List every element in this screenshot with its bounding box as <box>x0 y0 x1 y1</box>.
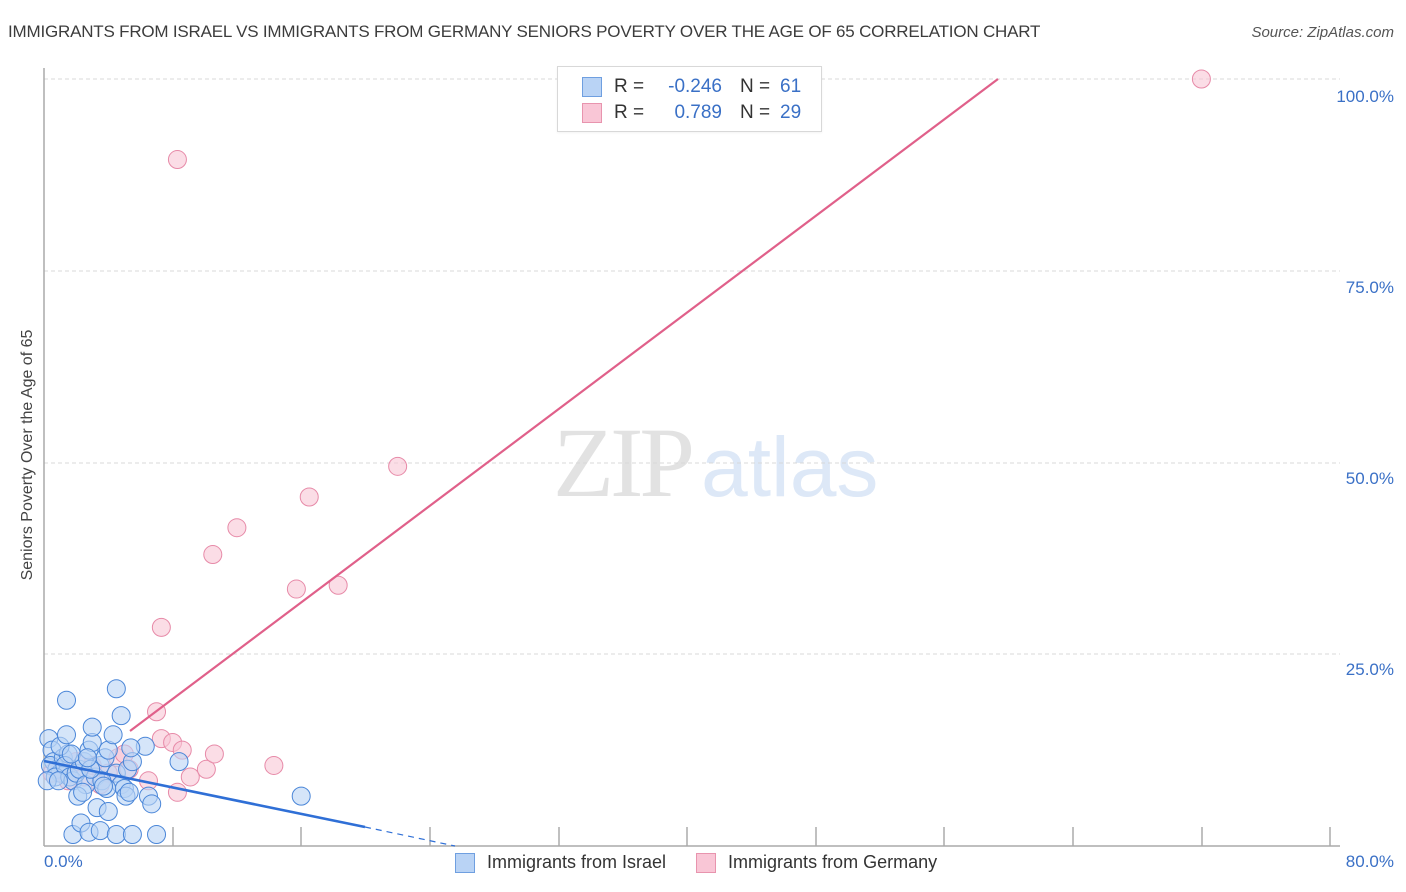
series-legend: Immigrants from Israel Immigrants from G… <box>455 852 967 873</box>
y-tick-75: 75.0% <box>1345 278 1394 297</box>
data-point <box>103 725 123 745</box>
israel-swatch-icon <box>455 852 475 873</box>
data-point <box>106 679 126 699</box>
data-point <box>167 150 187 170</box>
gridlines <box>44 78 1340 655</box>
x-tick-80: 80.0% <box>1345 852 1394 871</box>
source-label: Source: ZipAtlas.com <box>1251 24 1394 41</box>
germany-swatch-icon <box>582 103 602 123</box>
r-value: 0.789 <box>674 102 722 123</box>
data-point <box>142 794 162 814</box>
data-point <box>147 824 167 844</box>
data-point <box>169 752 189 772</box>
legend-label-germany: Immigrants from Germany <box>728 852 938 872</box>
data-point <box>98 801 118 821</box>
data-point <box>264 755 284 775</box>
germany-swatch-icon <box>696 852 717 873</box>
israel-trendline <box>43 759 366 829</box>
r-label: R = <box>614 76 645 97</box>
y-axis-label: Seniors Poverty Over the Age of 65 <box>19 329 36 581</box>
data-point <box>61 744 81 764</box>
germany-trendline <box>129 78 999 732</box>
x-tick-0: 0.0% <box>44 852 83 871</box>
legend-item-israel[interactable]: Immigrants from Israel <box>455 852 666 873</box>
n-value: 61 <box>780 76 802 97</box>
legend-label-israel: Immigrants from Israel <box>487 852 667 872</box>
n-label: N = <box>740 102 771 123</box>
germany-points <box>42 69 1211 802</box>
data-point <box>57 690 77 710</box>
data-point <box>121 738 141 758</box>
stats-legend: R = -0.246 N = 61 R = 0.789 N = 29 <box>557 66 822 132</box>
n-label: N = <box>740 76 771 97</box>
data-point <box>328 575 348 595</box>
israel-points <box>37 679 311 844</box>
n-value: 29 <box>780 102 802 123</box>
data-point <box>77 748 97 768</box>
data-point <box>111 706 131 726</box>
data-point <box>286 579 306 599</box>
data-point <box>106 824 126 844</box>
data-point <box>151 617 171 637</box>
legend-row-germany: R = 0.789 N = 29 <box>582 100 801 126</box>
data-point <box>227 518 247 538</box>
y-tick-50: 50.0% <box>1345 469 1394 488</box>
legend-item-germany[interactable]: Immigrants from Germany <box>696 852 937 873</box>
data-point <box>119 782 139 802</box>
data-point <box>388 456 408 476</box>
data-point <box>90 821 110 841</box>
data-point <box>180 767 200 787</box>
data-point <box>82 717 102 737</box>
data-point <box>204 744 224 764</box>
y-tick-25: 25.0% <box>1345 660 1394 679</box>
r-value: -0.246 <box>668 76 722 97</box>
data-point <box>196 759 216 779</box>
r-label: R = <box>614 102 645 123</box>
data-point <box>299 487 319 507</box>
y-tick-100: 100.0% <box>1336 87 1394 106</box>
data-point <box>203 545 223 565</box>
chart-title: IMMIGRANTS FROM ISRAEL VS IMMIGRANTS FRO… <box>8 22 1041 41</box>
israel-swatch-icon <box>582 77 602 97</box>
data-point <box>93 776 113 796</box>
legend-row-israel: R = -0.246 N = 61 <box>582 74 801 100</box>
axes <box>43 68 1340 847</box>
data-point <box>57 725 77 745</box>
israel-trendline-extension <box>364 826 456 847</box>
data-point <box>48 771 68 791</box>
data-point <box>291 786 311 806</box>
data-point <box>122 824 142 844</box>
data-point <box>1191 69 1211 89</box>
data-point <box>73 782 93 802</box>
